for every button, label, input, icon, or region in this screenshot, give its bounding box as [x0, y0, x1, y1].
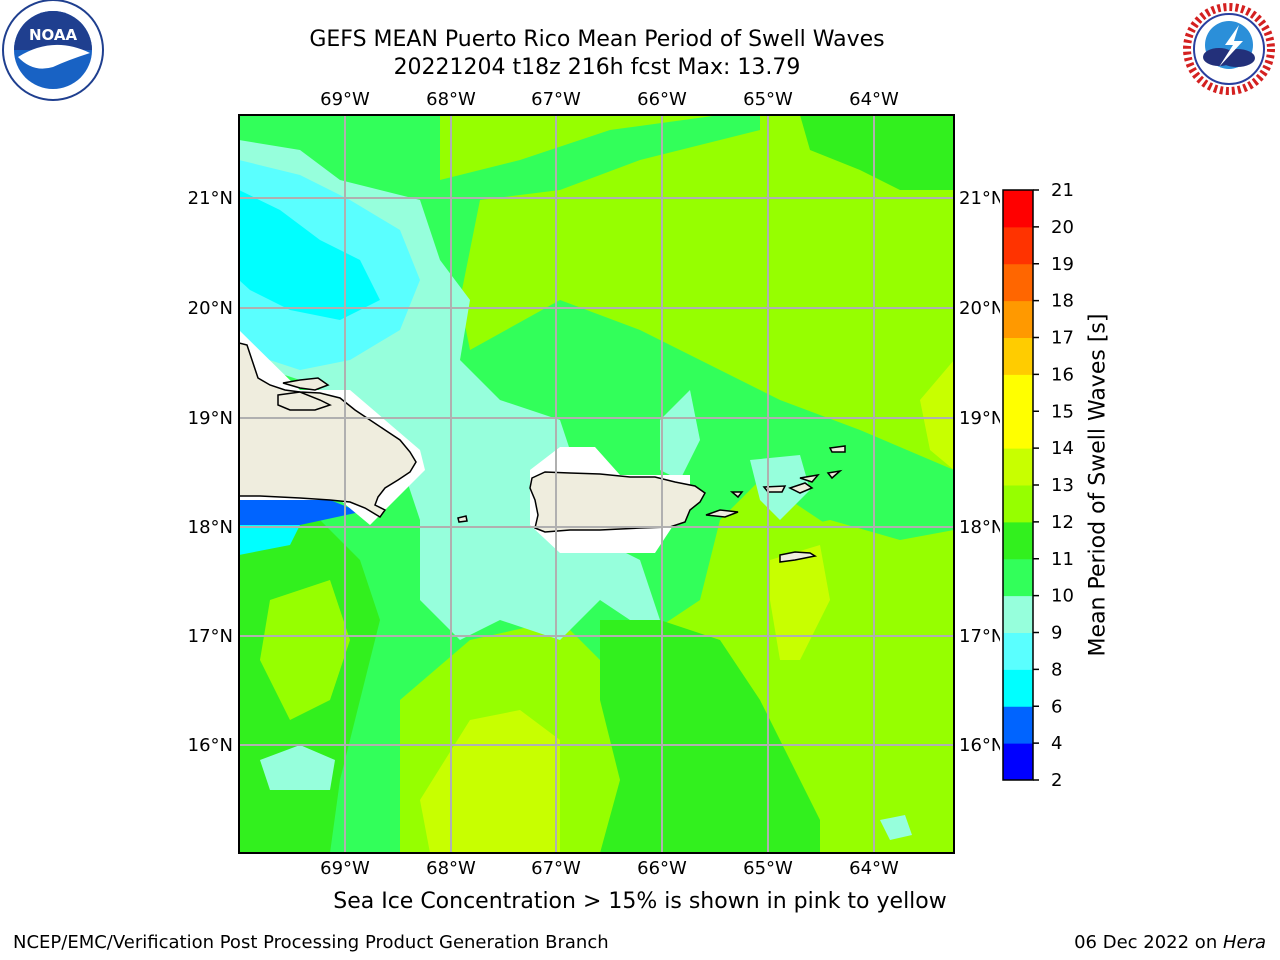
- lat-label-left: 19°N: [188, 408, 233, 429]
- land-vieques: [705, 509, 739, 518]
- noaa-logo-text: NOAA: [29, 26, 78, 44]
- lat-label-right: 20°N: [959, 298, 1004, 319]
- colorbar-segment: [1003, 706, 1033, 744]
- lon-label-top: 68°W: [426, 89, 476, 110]
- land-hispaniola: [239, 342, 417, 518]
- footer-credit: NCEP/EMC/Verification Post Processing Pr…: [13, 932, 609, 953]
- colorbar-segment: [1003, 300, 1033, 338]
- colorbar-segment: [1003, 521, 1033, 560]
- lon-label-top: 66°W: [637, 89, 687, 110]
- lon-label-bottom: 69°W: [320, 858, 370, 879]
- field-region-9-10-e: [660, 390, 700, 480]
- footer-date-text: 06 Dec 2022 on: [1074, 932, 1223, 953]
- colorbar-segment: [1003, 411, 1033, 449]
- land-anegada: [828, 445, 846, 453]
- map-frame: [238, 114, 955, 854]
- colorbar-tick-label: 8: [1051, 659, 1062, 680]
- footer-date: 06 Dec 2022 on Hera: [1074, 932, 1266, 953]
- lon-label-bottom: 65°W: [743, 858, 793, 879]
- colorbar-segment: [1003, 743, 1033, 781]
- lat-label-left: 17°N: [188, 626, 233, 647]
- lat-label-right: 18°N: [959, 517, 1004, 538]
- colorbar-tick-label: 12: [1051, 512, 1074, 533]
- lon-label-top: 67°W: [531, 89, 581, 110]
- colorbar-tick-label: 15: [1051, 401, 1074, 422]
- land-tortola: [799, 473, 820, 483]
- colorbar-tick-label: 4: [1051, 733, 1062, 754]
- colorbar-tick-label: 20: [1051, 217, 1074, 238]
- land-mona: [457, 515, 468, 523]
- field-region-6-8-sw: [239, 525, 300, 555]
- colorbar-tick-label: 17: [1051, 328, 1074, 349]
- land-culebra: [729, 491, 744, 499]
- colorbar-segment: [1003, 263, 1033, 302]
- colorbar-segment: [1003, 485, 1033, 523]
- colorbar-tick-label: 13: [1051, 475, 1074, 496]
- lat-label-right: 16°N: [959, 735, 1004, 756]
- lon-label-top: 69°W: [320, 89, 370, 110]
- colorbar-tick-label: 6: [1051, 696, 1062, 717]
- field-region-9-10-sw: [260, 745, 335, 790]
- land-tortuga: [277, 391, 332, 411]
- colorbar: 2 4 6 8 9 10 11 12 13 14 15 16 17 18 19 20 21: [1002, 180, 1074, 791]
- lat-label-left: 21°N: [188, 188, 233, 209]
- nws-logo: [1181, 1, 1277, 97]
- land-st-thomas: [762, 485, 787, 493]
- chart-title-line2: 20221204 t18z 216h fcst Max: 13.79: [393, 55, 801, 80]
- colorbar-tick-label: 9: [1051, 623, 1062, 644]
- colorbar-segment: [1003, 337, 1033, 375]
- field-region-12-13-sw: [260, 580, 350, 720]
- noaa-logo: NOAA: [2, 0, 104, 101]
- land-st-john: [788, 482, 814, 494]
- sea-ice-note: Sea Ice Concentration > 15% is shown in …: [333, 889, 947, 914]
- field-region-11-12-ne: [800, 115, 954, 190]
- colorbar-tick-label: 10: [1051, 586, 1074, 607]
- lat-label-right: 21°N: [959, 188, 1004, 209]
- lon-label-top: 64°W: [849, 89, 899, 110]
- colorbar-tick-label: 16: [1051, 364, 1074, 385]
- colorbar-title: Mean Period of Swell Waves [s]: [1085, 313, 1111, 657]
- field-region-9-10-se: [880, 815, 912, 840]
- colorbar-tick-label: 19: [1051, 254, 1074, 275]
- lon-label-bottom: 66°W: [637, 858, 687, 879]
- colorbar-tick-label: 14: [1051, 438, 1074, 459]
- colorbar-segment: [1003, 632, 1033, 670]
- lon-label-top: 65°W: [743, 89, 793, 110]
- lat-label-left: 20°N: [188, 298, 233, 319]
- field-region-13-14-e: [770, 545, 830, 660]
- lat-label-right: 19°N: [959, 408, 1004, 429]
- land-virgin-gorda: [826, 469, 843, 480]
- lon-label-bottom: 64°W: [849, 858, 899, 879]
- lat-label-left: 16°N: [188, 735, 233, 756]
- land-nw-peninsula: [282, 377, 330, 391]
- colorbar-segment: [1003, 558, 1033, 597]
- colorbar-segment: [1003, 448, 1033, 486]
- land-st-croix: [779, 551, 818, 563]
- colorbar-tick-label: 11: [1051, 549, 1074, 570]
- colorbar-segment: [1003, 374, 1033, 412]
- colorbar-segment: [1003, 190, 1033, 228]
- colorbar-tick-label: 2: [1051, 770, 1062, 791]
- map-gridlines: [239, 115, 954, 853]
- colorbar-segment: [1003, 595, 1033, 633]
- map-plot-area: [239, 115, 954, 853]
- footer-host: Hera: [1222, 932, 1266, 953]
- colorbar-tick-label: 18: [1051, 291, 1074, 312]
- field-region-13-14-ne: [920, 360, 954, 470]
- colorbar-tick-label: 21: [1051, 180, 1074, 201]
- lat-label-left: 18°N: [188, 517, 233, 538]
- colorbar-segment: [1003, 226, 1033, 265]
- lat-label-right: 17°N: [959, 626, 1004, 647]
- chart-title-line1: GEFS MEAN Puerto Rico Mean Period of Swe…: [309, 27, 885, 52]
- colorbar-segment: [1003, 669, 1033, 707]
- field-region-11-12-south: [600, 620, 820, 853]
- lon-label-bottom: 68°W: [426, 858, 476, 879]
- lon-label-bottom: 67°W: [531, 858, 581, 879]
